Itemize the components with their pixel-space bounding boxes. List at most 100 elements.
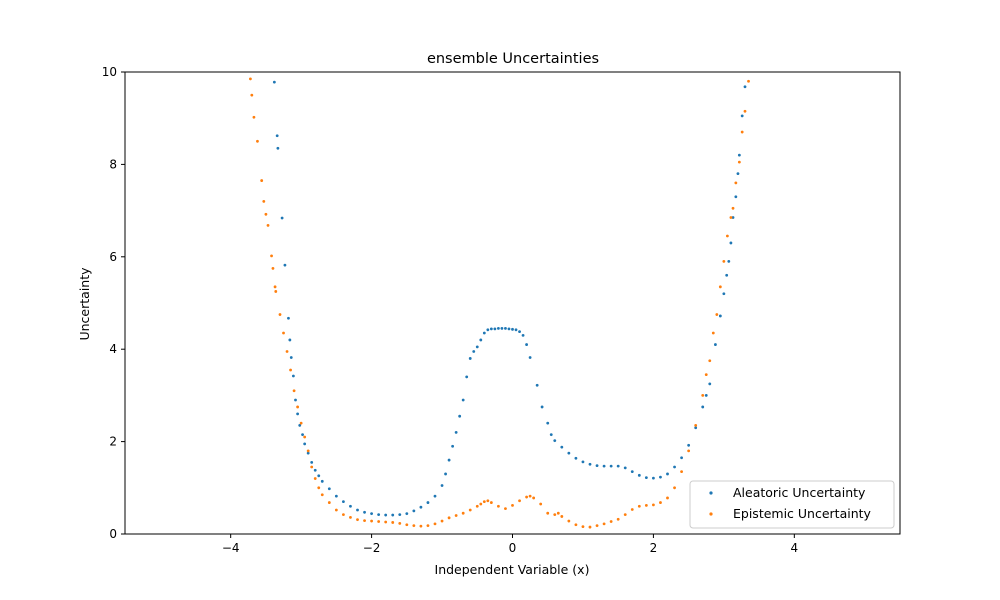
data-point: [701, 405, 705, 409]
data-point: [729, 241, 733, 245]
y-axis: 0 2 4 6 8 10: [102, 65, 125, 541]
data-point: [652, 476, 655, 480]
series-aleatoric: [272, 80, 747, 517]
data-point: [289, 356, 293, 359]
data-point: [489, 501, 493, 504]
data-point: [426, 501, 430, 504]
data-point: [458, 414, 462, 418]
data-point: [489, 327, 493, 331]
data-point: [743, 85, 747, 89]
x-tick-label: −4: [222, 541, 240, 555]
data-point: [532, 496, 536, 500]
data-point: [288, 338, 292, 342]
data-point: [440, 519, 444, 523]
series-epistemic: [249, 77, 750, 529]
data-point: [704, 394, 708, 397]
data-point: [398, 521, 402, 525]
data-point: [711, 331, 715, 335]
data-point: [479, 502, 483, 506]
data-point: [303, 435, 307, 439]
data-point: [734, 181, 738, 185]
data-point: [581, 460, 585, 464]
x-tick-label: 4: [790, 541, 798, 555]
data-point: [342, 500, 345, 504]
data-point: [680, 456, 683, 460]
data-point: [553, 439, 557, 443]
data-point: [637, 504, 641, 508]
data-point: [546, 421, 550, 425]
data-point: [743, 109, 747, 113]
y-tick-label: 0: [109, 527, 117, 541]
data-point: [370, 512, 373, 516]
data-point: [334, 494, 338, 498]
data-point: [701, 394, 705, 397]
data-point: [468, 357, 472, 360]
data-point: [722, 260, 726, 263]
data-point: [412, 524, 416, 528]
data-point: [511, 503, 514, 507]
data-point: [737, 153, 741, 157]
data-point: [574, 456, 578, 460]
x-tick-label: 0: [509, 541, 517, 555]
data-point: [574, 523, 578, 527]
data-point: [708, 359, 712, 363]
data-point: [283, 263, 287, 267]
data-point: [405, 512, 409, 516]
y-tick-label: 8: [109, 157, 117, 171]
data-point: [299, 421, 303, 425]
x-tick-label: −2: [363, 541, 381, 555]
data-point: [356, 508, 359, 512]
data-point: [433, 522, 437, 526]
data-point: [289, 368, 292, 372]
data-point: [313, 477, 317, 480]
data-point: [687, 443, 691, 447]
legend: Aleatoric Uncertainty Epistemic Uncertai…: [689, 480, 895, 529]
data-point: [433, 494, 437, 498]
data-point: [384, 513, 388, 517]
data-point: [602, 522, 606, 526]
data-point: [363, 519, 366, 522]
data-point: [731, 216, 735, 219]
data-point: [273, 285, 277, 289]
y-axis-label: Uncertainty: [77, 267, 92, 341]
data-point: [391, 521, 395, 524]
data-point: [444, 472, 447, 476]
data-point: [521, 333, 525, 337]
data-point: [609, 464, 613, 468]
legend-box: [689, 480, 895, 529]
data-point: [486, 328, 490, 332]
legend-marker-aleatoric: [709, 491, 713, 495]
data-point: [405, 523, 409, 527]
data-point: [740, 114, 744, 118]
data-point: [260, 179, 264, 182]
data-point: [673, 486, 676, 490]
data-point: [472, 350, 476, 353]
data-point: [500, 327, 504, 330]
data-point: [630, 470, 634, 474]
data-point: [363, 510, 366, 514]
data-point: [714, 343, 717, 346]
data-point: [296, 405, 300, 409]
data-point: [282, 331, 285, 335]
data-point: [342, 513, 345, 516]
data-point: [694, 426, 698, 430]
data-point: [602, 464, 606, 468]
data-point: [451, 444, 455, 448]
data-point: [725, 234, 729, 238]
data-point: [616, 517, 620, 521]
data-point: [588, 525, 592, 529]
data-point: [426, 524, 430, 528]
data-point: [725, 273, 729, 277]
data-point: [465, 375, 469, 379]
x-axis: −4 −2 0 2 4: [222, 534, 798, 555]
data-point: [391, 513, 395, 517]
data-point: [497, 327, 500, 330]
data-point: [475, 345, 479, 349]
data-point: [567, 451, 571, 455]
data-point: [454, 430, 458, 434]
data-point: [252, 115, 256, 119]
data-point: [294, 398, 297, 402]
data-point: [616, 464, 620, 468]
data-point: [736, 172, 740, 176]
data-point: [560, 445, 564, 449]
